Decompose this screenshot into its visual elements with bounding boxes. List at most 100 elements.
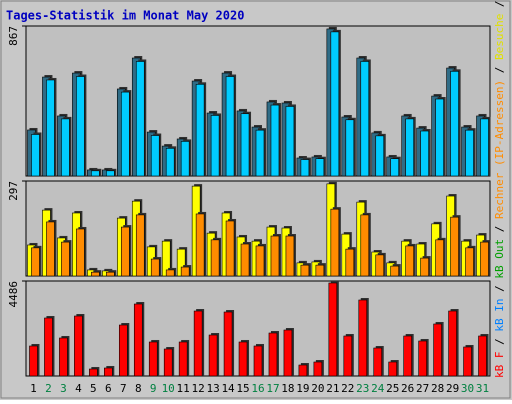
x-tick-label: 17 [266, 382, 279, 395]
legend-separator: / [493, 60, 506, 80]
bar [435, 98, 444, 177]
bar [150, 135, 160, 177]
bar [345, 248, 355, 277]
bar [300, 264, 310, 277]
x-tick-label: 13 [206, 382, 219, 395]
bar [343, 335, 353, 377]
bar [375, 135, 385, 177]
x-tick-label: 8 [135, 382, 142, 395]
bar [193, 310, 203, 377]
bar [433, 323, 442, 377]
bar [330, 208, 340, 277]
bar [480, 241, 489, 277]
bar [61, 118, 70, 177]
bar [89, 368, 98, 377]
x-tick-label: 14 [221, 382, 235, 395]
bar [225, 220, 235, 277]
x-tick-label: 24 [371, 382, 385, 395]
bar [255, 245, 265, 277]
bar [328, 282, 338, 377]
bar [285, 235, 295, 277]
bar [420, 257, 429, 277]
x-tick-label: 2 [45, 382, 52, 395]
x-tick-label: 28 [431, 382, 444, 395]
x-tick-label: 19 [296, 382, 309, 395]
bar [135, 214, 145, 277]
x-tick-label: 18 [281, 382, 294, 395]
bar [210, 115, 220, 177]
bar [375, 254, 385, 277]
legend-entry: Rechner (IP-Adressen) [493, 80, 506, 219]
chart-title: Tages-Statistik im Monat May 2020 [6, 9, 244, 23]
y-tick-label: 4486 [7, 281, 20, 308]
bar [91, 170, 100, 177]
bar [91, 271, 100, 277]
x-tick-label: 9 [150, 382, 157, 395]
legend-entry: kB Out [493, 239, 506, 279]
bar [240, 243, 250, 277]
bar [195, 213, 205, 277]
bar [240, 113, 250, 177]
bar [285, 106, 295, 177]
bar [313, 361, 323, 377]
y-tick-label: 297 [7, 181, 20, 201]
x-tick-label: 20 [311, 382, 324, 395]
bar [388, 361, 398, 377]
bar [298, 364, 308, 377]
bar [315, 264, 325, 277]
bar [148, 341, 158, 377]
bar [448, 310, 457, 377]
bar [330, 31, 340, 177]
x-tick-label: 15 [236, 382, 249, 395]
legend-entry: kB F [493, 352, 506, 379]
bar [150, 258, 160, 277]
bar [403, 335, 412, 377]
legend-entry: Besuche [493, 14, 506, 60]
bar [29, 345, 38, 377]
legend-separator: / [493, 279, 506, 299]
bar [300, 159, 310, 177]
bar [450, 71, 459, 177]
bar [373, 347, 383, 377]
bar [405, 118, 414, 177]
x-tick-label: 1 [30, 382, 37, 395]
bar [435, 239, 444, 277]
bar [178, 341, 188, 377]
x-tick-label: 23 [356, 382, 369, 395]
side-legend: kB F / kB In / kB Out / Rechner (IP-Adre… [493, 0, 506, 378]
x-tick-label: 6 [105, 382, 112, 395]
bar [76, 228, 85, 277]
bar [478, 335, 487, 377]
x-tick-label: 7 [120, 382, 127, 395]
x-tick-label: 29 [446, 382, 459, 395]
bar [180, 141, 190, 177]
legend-separator: / [493, 219, 506, 239]
x-tick-label: 21 [326, 382, 339, 395]
bar [390, 265, 400, 277]
x-tick-label: 3 [60, 382, 67, 395]
bar [106, 271, 115, 277]
bar [104, 367, 113, 377]
x-tick-label: 12 [192, 382, 205, 395]
legend-separator: / [493, 0, 506, 14]
bar [418, 340, 427, 377]
bar [74, 315, 83, 377]
bar [195, 84, 205, 177]
bar [120, 91, 130, 177]
bar [165, 148, 175, 177]
bar [463, 346, 472, 377]
bar [165, 269, 175, 277]
bar [180, 266, 190, 277]
bar [390, 158, 400, 177]
bar [480, 118, 489, 177]
x-tick-label: 22 [341, 382, 354, 395]
bar [450, 216, 459, 277]
bar [360, 214, 370, 277]
bar [61, 241, 70, 277]
bar [255, 129, 265, 177]
x-tick-label: 30 [461, 382, 474, 395]
x-tick-label: 4 [75, 382, 82, 395]
bar [133, 303, 143, 377]
